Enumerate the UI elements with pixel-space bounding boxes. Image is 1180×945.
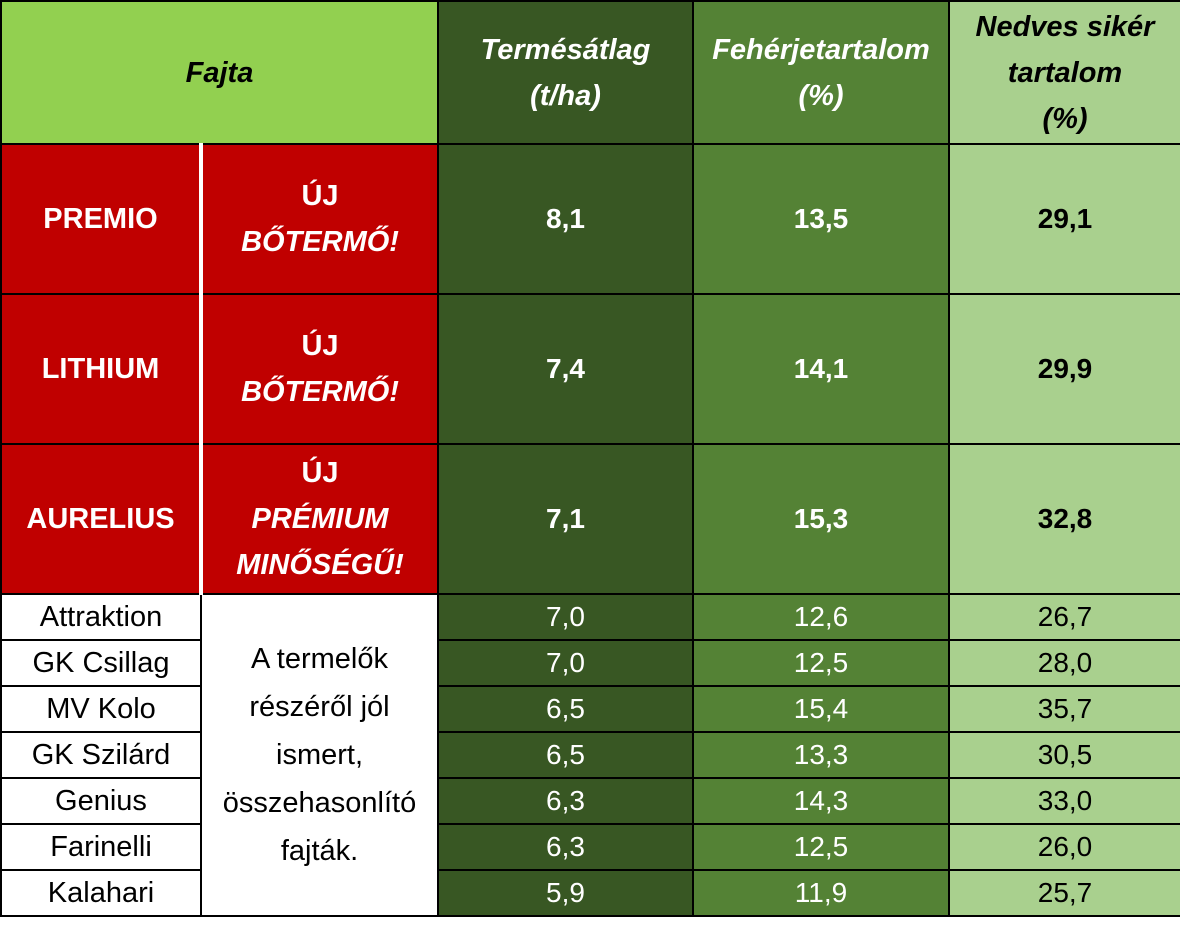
featured-tag: ÚJ BŐTERMŐ! (200, 143, 439, 295)
featured-tag-claim-line2: MINŐSÉGŰ! (236, 549, 404, 581)
header-gluten-line1: Nedves sikér (975, 10, 1155, 43)
gluten-cell: 25,7 (948, 869, 1180, 917)
protein-cell: 12,5 (692, 823, 950, 871)
yield-cell: 7,1 (437, 443, 694, 595)
comparison-note-line: összehasonlító (222, 787, 417, 819)
comparison-variety-name: GK Csillag (0, 639, 202, 687)
gluten-cell: 32,8 (948, 443, 1180, 595)
variety-comparison-table: Fajta Termésátlag (t/ha) Fehérjetartalom… (0, 0, 1180, 917)
header-gluten-line2: tartalom (1007, 56, 1123, 89)
featured-variety-name: PREMIO (0, 143, 203, 295)
protein-cell: 12,6 (692, 593, 950, 641)
header-protein-line1: Fehérjetartalom (712, 33, 930, 66)
featured-variety-name: LITHIUM (0, 293, 203, 445)
comparison-variety-name: Genius (0, 777, 202, 825)
header-yield-line2: (t/ha) (530, 79, 601, 112)
gluten-cell: 29,9 (948, 293, 1180, 445)
featured-tag: ÚJ BŐTERMŐ! (200, 293, 439, 445)
comparison-row: MV Kolo 6,5 15,4 35,7 (0, 685, 1180, 733)
gluten-cell: 35,7 (948, 685, 1180, 733)
comparison-variety-name: Attraktion (0, 593, 202, 641)
featured-tag-new: ÚJ (301, 330, 339, 362)
comparison-row: GK Szilárd 6,5 13,3 30,5 (0, 731, 1180, 779)
featured-tag-claim: PRÉMIUM (251, 503, 389, 535)
protein-cell: 12,5 (692, 639, 950, 687)
comparison-row: Genius 6,3 14,3 33,0 (0, 777, 1180, 825)
gluten-cell: 33,0 (948, 777, 1180, 825)
yield-cell: 8,1 (437, 143, 694, 295)
featured-tag-new: ÚJ (301, 457, 339, 489)
gluten-cell: 30,5 (948, 731, 1180, 779)
header-yield-line1: Termésátlag (480, 33, 651, 66)
protein-cell: 13,3 (692, 731, 950, 779)
header-yield: Termésátlag (t/ha) (437, 0, 694, 145)
yield-cell: 7,4 (437, 293, 694, 445)
comparison-note: A termelők részéről jól ismert, összehas… (200, 593, 439, 917)
featured-tag-new: ÚJ (301, 180, 339, 212)
featured-tag: ÚJ PRÉMIUM MINŐSÉGŰ! (200, 443, 439, 595)
gluten-cell: 26,7 (948, 593, 1180, 641)
protein-cell: 15,4 (692, 685, 950, 733)
comparison-variety-name: MV Kolo (0, 685, 202, 733)
protein-cell: 14,3 (692, 777, 950, 825)
header-protein: Fehérjetartalom (%) (692, 0, 950, 145)
yield-cell: 7,0 (437, 639, 694, 687)
featured-row: LITHIUM ÚJ BŐTERMŐ! 7,4 14,1 29,9 (0, 293, 1180, 445)
comparison-row: Farinelli 6,3 12,5 26,0 (0, 823, 1180, 871)
featured-tag-claim: BŐTERMŐ! (241, 376, 399, 408)
comparison-note-line: ismert, (276, 739, 363, 771)
gluten-cell: 26,0 (948, 823, 1180, 871)
comparison-note-line: fajták. (280, 835, 359, 867)
featured-tag-claim: BŐTERMŐ! (241, 226, 399, 258)
comparison-variety-name: Kalahari (0, 869, 202, 917)
protein-cell: 11,9 (692, 869, 950, 917)
comparison-variety-name: GK Szilárd (0, 731, 202, 779)
yield-cell: 7,0 (437, 593, 694, 641)
protein-cell: 14,1 (692, 293, 950, 445)
yield-cell: 5,9 (437, 869, 694, 917)
comparison-note-line: A termelők (251, 643, 388, 675)
comparison-row: Kalahari 5,9 11,9 25,7 (0, 869, 1180, 917)
yield-cell: 6,5 (437, 731, 694, 779)
yield-cell: 6,3 (437, 777, 694, 825)
protein-cell: 13,5 (692, 143, 950, 295)
gluten-cell: 28,0 (948, 639, 1180, 687)
gluten-cell: 29,1 (948, 143, 1180, 295)
yield-cell: 6,3 (437, 823, 694, 871)
comparison-row: Attraktion A termelők részéről jól ismer… (0, 593, 1180, 917)
comparison-row: GK Csillag 7,0 12,5 28,0 (0, 639, 1180, 687)
header-protein-line2: (%) (798, 79, 844, 112)
header-gluten-line3: (%) (1042, 102, 1088, 135)
featured-row: AURELIUS ÚJ PRÉMIUM MINŐSÉGŰ! 7,1 15,3 3… (0, 443, 1180, 595)
yield-cell: 6,5 (437, 685, 694, 733)
comparison-variety-name: Farinelli (0, 823, 202, 871)
header-gluten: Nedves sikér tartalom (%) (948, 0, 1180, 145)
featured-row: PREMIO ÚJ BŐTERMŐ! 8,1 13,5 29,1 (0, 143, 1180, 295)
protein-cell: 15,3 (692, 443, 950, 595)
comparison-note-line: részéről jól (249, 691, 390, 723)
header-fajta: Fajta (0, 0, 439, 145)
featured-variety-name: AURELIUS (0, 443, 203, 595)
